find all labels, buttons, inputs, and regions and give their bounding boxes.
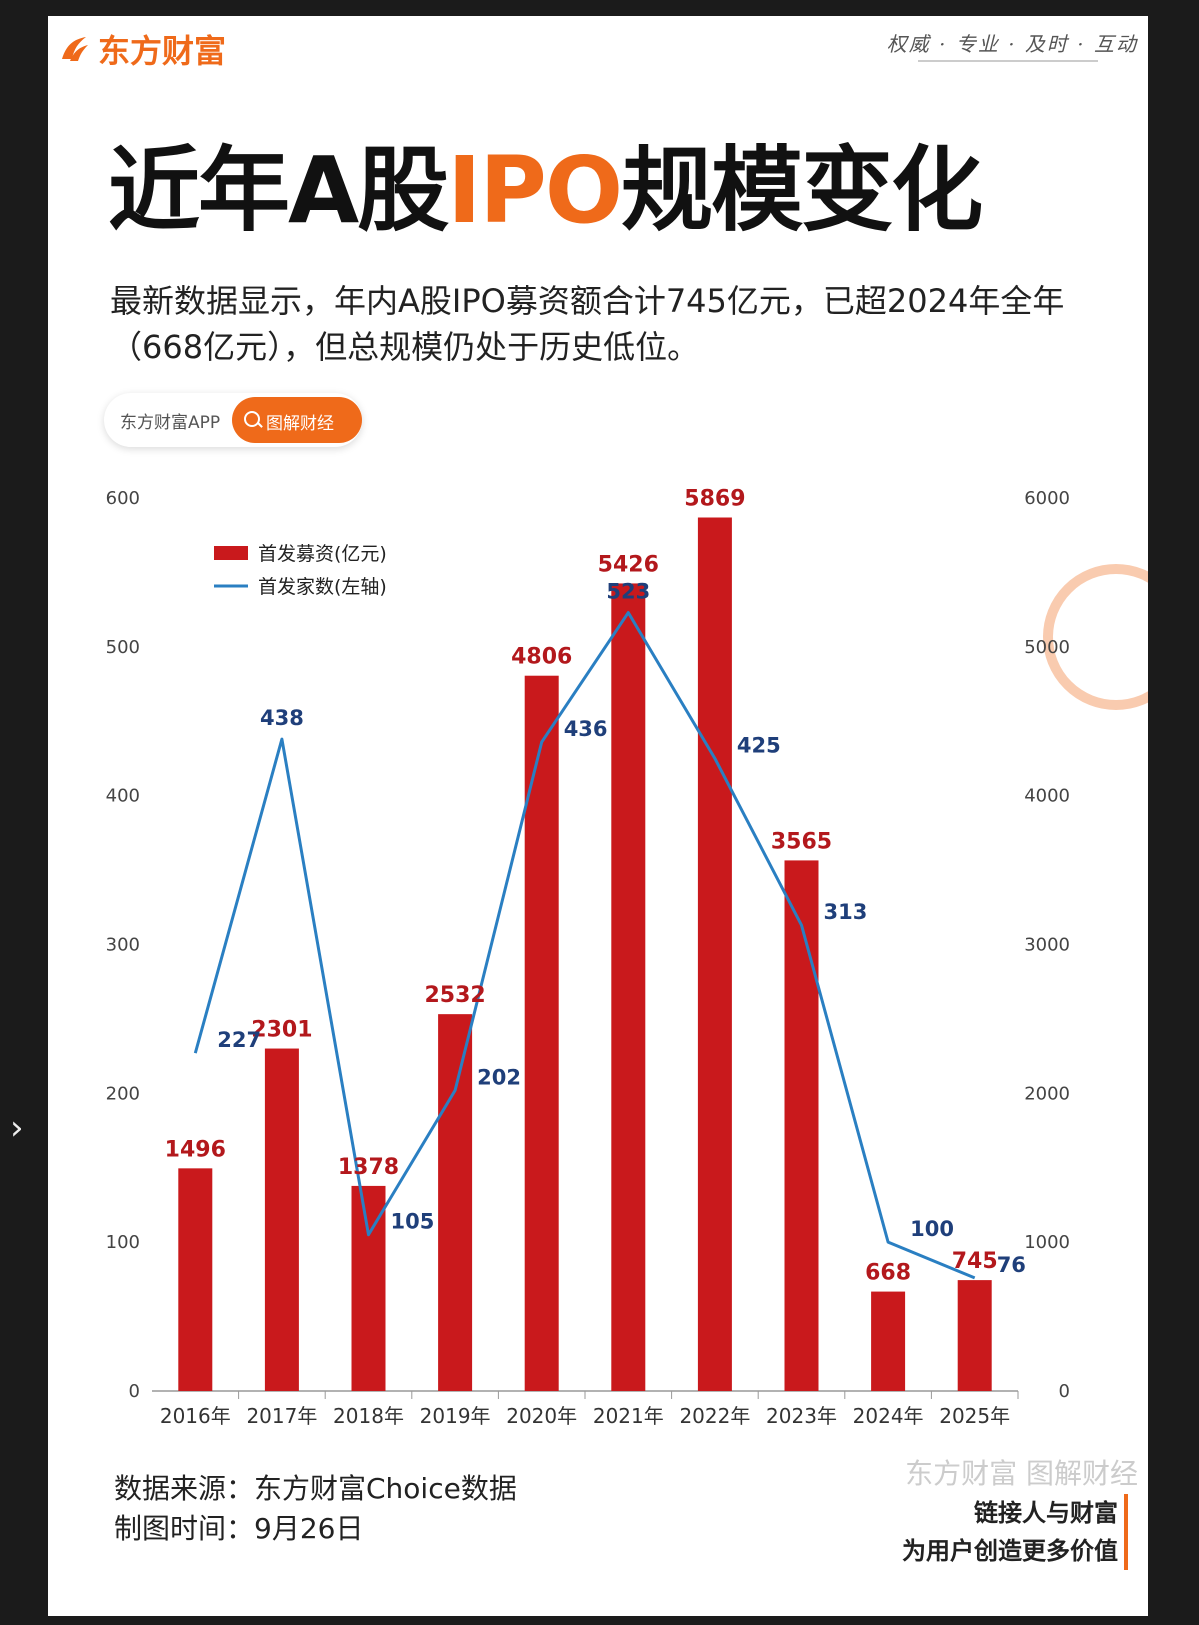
right-axis-tick-label: 4000 xyxy=(1024,786,1070,807)
search-button-label: 图解财经 xyxy=(266,414,334,434)
right-axis-tick-label: 2000 xyxy=(1024,1083,1070,1104)
next-arrow-icon[interactable]: › xyxy=(10,1108,24,1148)
bar-data-label: 2532 xyxy=(424,983,485,1008)
bar-data-label: 1378 xyxy=(338,1155,399,1180)
search-button[interactable]: 图解财经 xyxy=(232,397,362,443)
x-axis-tick-label: 2020年 xyxy=(506,1404,577,1428)
line-data-label: 438 xyxy=(260,706,304,730)
bar xyxy=(351,1185,386,1391)
x-axis-tick-label: 2018年 xyxy=(333,1404,404,1428)
line-data-label: 76 xyxy=(997,1253,1026,1277)
ipo-chart: 0100200300400500600010002000300040005000… xyxy=(106,486,1070,1428)
x-axis-tick-label: 2022年 xyxy=(679,1404,750,1428)
bar xyxy=(611,583,646,1391)
footer-tag2: 为用户创造更多价值 xyxy=(902,1537,1118,1565)
line-data-label: 425 xyxy=(737,733,781,757)
bar-data-label: 5426 xyxy=(598,552,659,577)
page-subtitle: 最新数据显示，年内A股IPO募资额合计745亿元，已超2024年全年（668亿元… xyxy=(110,282,1065,366)
bar-data-label: 1496 xyxy=(165,1137,226,1162)
line-data-label: 227 xyxy=(217,1028,261,1052)
x-axis-tick-label: 2016年 xyxy=(160,1404,231,1428)
brand-logo-icon xyxy=(62,37,88,61)
bar-data-label: 5869 xyxy=(684,486,745,511)
line-series xyxy=(193,611,976,1280)
line-data-label: 202 xyxy=(477,1065,521,1089)
bar xyxy=(784,860,819,1391)
x-axis-tick-label: 2017年 xyxy=(246,1404,317,1428)
x-axis-tick-label: 2021年 xyxy=(593,1404,664,1428)
left-axis-tick-label: 400 xyxy=(106,786,140,807)
brand: 东方财富 xyxy=(56,26,226,72)
bar xyxy=(438,1014,473,1391)
footer-tagline: 链接人与财富 为用户创造更多价值 xyxy=(902,1494,1118,1570)
right-axis-tick-label: 1000 xyxy=(1024,1232,1070,1253)
slogan-divider xyxy=(918,60,1098,62)
bar xyxy=(957,1280,992,1391)
legend-line-label: 首发家数(左轴) xyxy=(258,576,387,598)
bar xyxy=(871,1291,906,1391)
x-axis-tick-label: 2023年 xyxy=(766,1404,837,1428)
left-axis-tick-label: 300 xyxy=(106,935,140,956)
legend-bar-swatch xyxy=(214,546,248,560)
page-title: 近年A股IPO规模变化 xyxy=(108,116,983,249)
right-axis-tick-label: 5000 xyxy=(1024,637,1070,658)
right-axis-tick-label: 3000 xyxy=(1024,935,1070,956)
bar xyxy=(524,675,559,1391)
bar xyxy=(178,1168,213,1391)
bar-data-label: 745 xyxy=(952,1249,998,1274)
title-part2: 规模变化 xyxy=(621,137,983,244)
left-axis-tick-label: 500 xyxy=(106,637,140,658)
footer-watermark: 东方财富 图解财经 xyxy=(905,1457,1138,1490)
pill-app-label: 东方财富APP xyxy=(120,413,221,433)
line-data-label: 436 xyxy=(564,717,608,741)
footer-tag1: 链接人与财富 xyxy=(974,1499,1118,1527)
line-data-label: 313 xyxy=(824,900,868,924)
search-icon xyxy=(244,411,260,427)
bar xyxy=(697,517,732,1391)
footer-date: 制图时间：9月26日 xyxy=(114,1512,364,1545)
left-axis-tick-label: 100 xyxy=(106,1232,140,1253)
right-axis-tick-label: 6000 xyxy=(1024,488,1070,509)
left-axis-tick-label: 200 xyxy=(106,1083,140,1104)
line-data-label: 100 xyxy=(910,1217,954,1241)
x-axis-tick-label: 2025年 xyxy=(939,1404,1010,1428)
title-accent: IPO xyxy=(447,137,623,244)
left-axis-tick-label: 0 xyxy=(129,1381,140,1402)
line-data-label: 105 xyxy=(391,1210,435,1234)
left-axis-tick-label: 600 xyxy=(106,488,140,509)
brand-slogan: 权威 · 专业 · 及时 · 互动 xyxy=(886,32,1138,56)
brand-name: 东方财富 xyxy=(98,32,227,70)
legend-bar-label: 首发募资(亿元) xyxy=(258,543,387,565)
infographic-card: 东方财富 权威 · 专业 · 及时 · 互动 近年A股IPO规模变化 最新数据显… xyxy=(48,16,1148,1616)
right-axis-tick-label: 0 xyxy=(1059,1381,1070,1402)
line-data-label: 523 xyxy=(606,580,650,604)
bar-data-label: 668 xyxy=(865,1261,911,1286)
bar-data-label: 2301 xyxy=(251,1018,312,1043)
x-axis-tick-label: 2024年 xyxy=(853,1404,924,1428)
bar-data-label: 3565 xyxy=(771,829,832,854)
bar xyxy=(264,1048,299,1391)
bar-data-label: 4806 xyxy=(511,645,572,670)
x-axis-tick-label: 2019年 xyxy=(420,1404,491,1428)
footer-source: 数据来源：东方财富Choice数据 xyxy=(114,1472,517,1505)
title-part1: 近年A股 xyxy=(108,137,449,244)
footer-source-block: 数据来源：东方财富Choice数据 制图时间：9月26日 xyxy=(114,1469,517,1549)
search-pill: 东方财富APP 图解财经 xyxy=(104,393,362,447)
watermark-logo-icon xyxy=(1043,564,1148,710)
footer-accent-bar xyxy=(1124,1494,1128,1570)
